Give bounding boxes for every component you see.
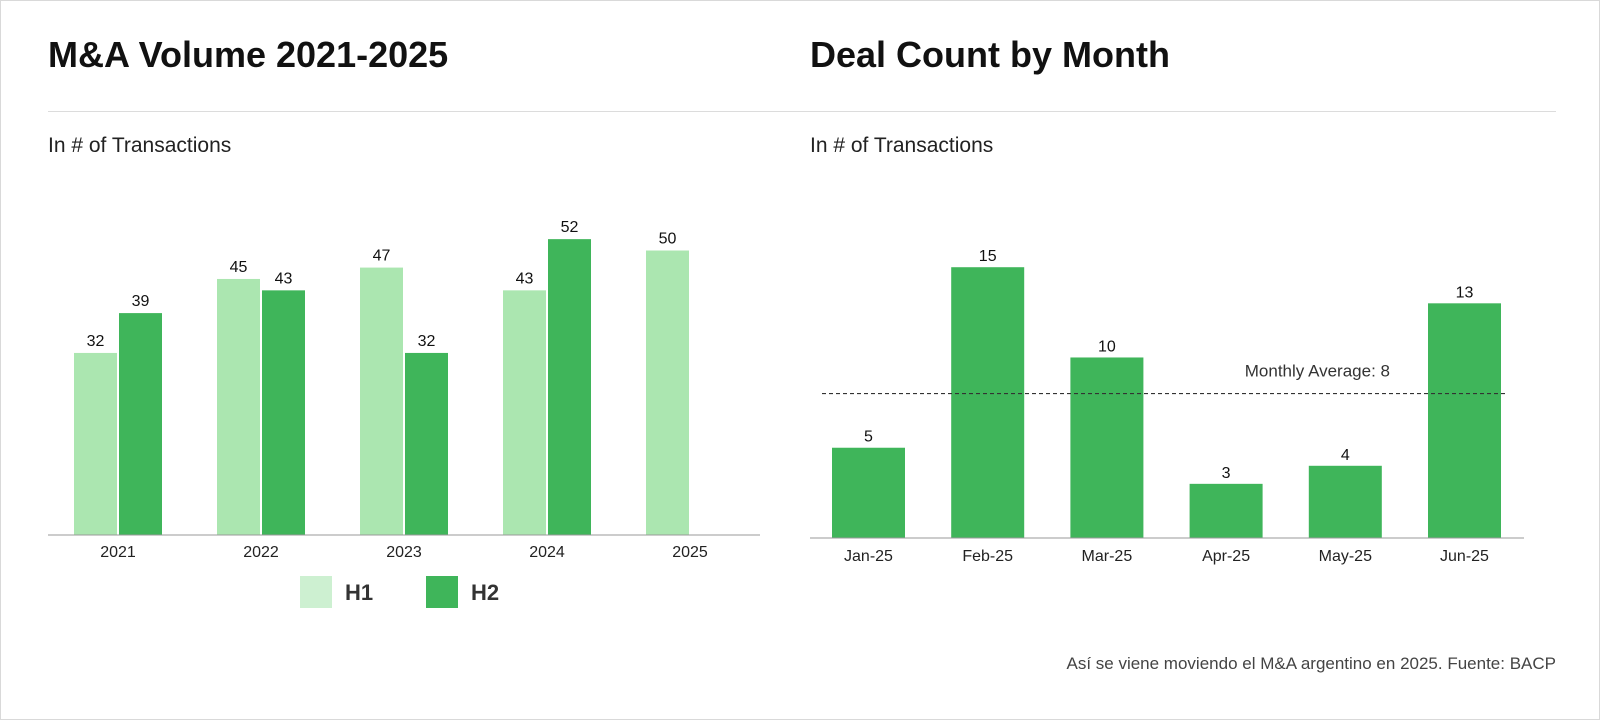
data-label-h2-2023: 32 xyxy=(418,333,436,350)
bar-h1-2024 xyxy=(503,290,546,535)
data-label-h1-2025: 50 xyxy=(659,231,677,248)
data-label-h1-2024: 43 xyxy=(516,270,534,287)
data-label-mar-25: 10 xyxy=(1098,338,1116,355)
bar-mar-25 xyxy=(1070,357,1144,538)
data-label-jan-25: 5 xyxy=(864,429,873,446)
x-tick-label-mar-25: Mar-25 xyxy=(1082,548,1133,565)
x-tick-label-2023: 2023 xyxy=(386,544,422,561)
right-chart-subtitle: In # of Transactions xyxy=(810,134,994,157)
bar-h1-2023 xyxy=(360,267,403,535)
data-label-apr-25: 3 xyxy=(1222,465,1231,482)
left-bar-chart: 32 39 2021 45 43 2022 47 32 2023 43 52 2024 50 2025 H1… xyxy=(48,219,760,608)
bar-may-25 xyxy=(1308,465,1382,538)
x-tick-label-jun-25: Jun-25 xyxy=(1440,548,1489,565)
legend-label-h2: H2 xyxy=(471,580,499,605)
bar-h2-2021 xyxy=(119,313,162,535)
header-divider xyxy=(48,111,1556,112)
x-tick-label-feb-25: Feb-25 xyxy=(962,548,1013,565)
bar-jan-25 xyxy=(832,447,905,538)
legend-swatch-h2 xyxy=(426,576,458,608)
x-tick-label-2025: 2025 xyxy=(672,544,708,561)
legend-swatch-h1 xyxy=(300,576,332,608)
monthly-average-label: Monthly Average: 8 xyxy=(1245,362,1390,381)
x-tick-label-apr-25: Apr-25 xyxy=(1202,548,1250,565)
bar-h1-2022 xyxy=(217,278,260,535)
data-label-h1-2023: 47 xyxy=(373,248,391,265)
left-chart-title: M&A Volume 2021-2025 xyxy=(48,34,449,75)
bar-h2-2024 xyxy=(548,239,591,535)
data-label-h1-2022: 45 xyxy=(230,259,248,276)
bar-h1-2025 xyxy=(646,250,689,535)
right-chart-title: Deal Count by Month xyxy=(810,34,1170,75)
data-label-h2-2024: 52 xyxy=(561,219,579,236)
data-label-h1-2021: 32 xyxy=(87,333,105,350)
data-label-jun-25: 13 xyxy=(1456,284,1474,301)
bar-feb-25 xyxy=(951,267,1025,538)
x-tick-label-2022: 2022 xyxy=(243,544,279,561)
bar-h1-2021 xyxy=(74,352,117,535)
x-tick-label-may-25: May-25 xyxy=(1319,548,1372,565)
x-tick-label-2024: 2024 xyxy=(529,544,565,561)
data-label-h2-2021: 39 xyxy=(132,293,150,310)
right-bar-chart: 5 Jan-25 15 Feb-25 10 Mar-25 3 Apr-25 4 May-25 13 J… xyxy=(810,248,1524,565)
bar-jun-25 xyxy=(1428,303,1501,538)
left-chart-subtitle: In # of Transactions xyxy=(48,134,232,157)
bar-h2-2023 xyxy=(405,352,448,535)
data-label-may-25: 4 xyxy=(1341,447,1350,464)
bar-h2-2022 xyxy=(262,290,305,535)
source-caption: Así se viene moviendo el M&A argentino e… xyxy=(1066,654,1556,673)
legend-label-h1: H1 xyxy=(345,580,373,605)
data-label-h2-2022: 43 xyxy=(275,270,293,287)
x-tick-label-2021: 2021 xyxy=(100,544,136,561)
data-label-feb-25: 15 xyxy=(979,248,997,265)
x-tick-label-jan-25: Jan-25 xyxy=(844,548,893,565)
bar-apr-25 xyxy=(1189,483,1263,538)
